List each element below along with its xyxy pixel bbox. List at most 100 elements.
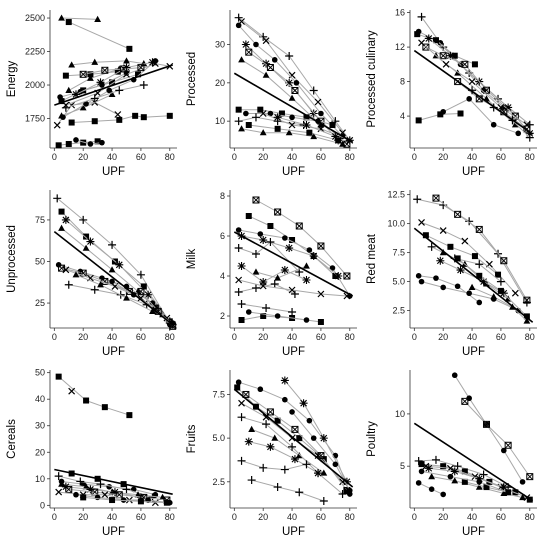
y-tick-label: 50 [35,256,45,266]
data-point [252,268,260,275]
data-point [62,72,69,79]
y-tick-label: 30 [215,40,225,50]
x-tick-label: 80 [165,152,175,162]
data-point [476,479,483,485]
series-line [421,16,531,126]
data-point [273,483,282,492]
data-point [137,498,144,505]
data-point [432,37,439,44]
data-point [83,233,90,240]
data-point [96,78,105,87]
x-tick-label: 80 [525,332,535,342]
data-point [90,94,99,103]
data-point [116,116,123,123]
data-point [271,434,279,441]
data-point [418,461,425,468]
data-point [65,140,72,147]
x-axis-label: UPF [462,526,485,538]
y-tick-label: 10 [35,474,45,484]
series-line [251,428,325,474]
data-point [461,478,468,485]
y-tick-label: 16 [395,8,405,18]
data-point [257,386,264,393]
data-point [234,13,243,22]
x-tick-label: 40 [107,512,117,522]
x-tick-label: 0 [52,152,57,162]
data-point [76,477,85,486]
data-point [302,121,311,129]
data-point [106,87,112,94]
y-axis-label: Processed [186,52,198,106]
data-point [169,322,177,330]
data-point [123,57,130,64]
data-point [271,57,278,63]
series-line [248,124,339,141]
y-tick-label: 20 [215,78,225,88]
x-tick-label: 40 [467,332,477,342]
series-1 [234,13,354,145]
data-point [289,114,295,121]
data-point [80,481,86,487]
series-10 [247,476,328,506]
data-point [501,447,507,454]
data-point [431,455,440,464]
data-point [61,215,70,224]
data-point [53,194,62,203]
x-tick-label: 60 [316,512,326,522]
data-point [418,468,425,475]
x-tick-label: 60 [136,332,146,342]
data-point [414,31,421,38]
data-point [149,307,156,314]
data-point [303,317,310,323]
x-tick-label: 20 [78,152,88,162]
data-point [310,435,317,441]
data-point [244,437,253,446]
data-point [479,470,488,479]
data-point [436,256,445,265]
series-4 [422,232,502,278]
series-line [255,199,348,277]
data-point [433,275,439,281]
data-point [335,137,342,144]
y-tick-label: 75 [35,215,45,225]
x-axis-label: UPF [102,346,125,358]
fit-line [233,388,354,488]
data-point [519,479,526,485]
x-tick-label: 40 [467,512,477,522]
data-point [450,467,459,476]
series-1 [235,379,353,497]
data-point [99,139,105,146]
y-axis-label: Cereals [6,419,18,459]
series-line [457,258,528,317]
data-point [447,473,454,480]
data-point [295,222,303,230]
series-2 [461,397,534,481]
fit-line [233,72,354,143]
y-axis-label: Processed culinary [366,30,378,127]
data-point [237,300,246,308]
data-point [290,455,299,464]
data-point [309,109,318,118]
data-point [319,434,328,443]
data-point [519,493,526,501]
series-17 [61,81,148,112]
data-point [282,235,288,241]
data-point [466,290,472,297]
panel-milk: 0 20 40 60 80 2 4 6 8 UPF Milk [186,190,357,358]
data-point [108,90,116,98]
y-tick-label: 6 [220,231,225,241]
data-point [525,133,534,142]
data-point [288,121,296,129]
series-8 [234,280,299,298]
data-point [476,299,483,306]
data-point [418,278,425,285]
y-tick-label: 2.5 [392,306,405,316]
series-11 [238,313,324,325]
data-point [299,399,308,408]
x-tick-label: 60 [496,512,506,522]
data-point [320,469,328,476]
data-point [61,103,70,112]
data-point [417,12,426,21]
data-point [55,142,62,149]
